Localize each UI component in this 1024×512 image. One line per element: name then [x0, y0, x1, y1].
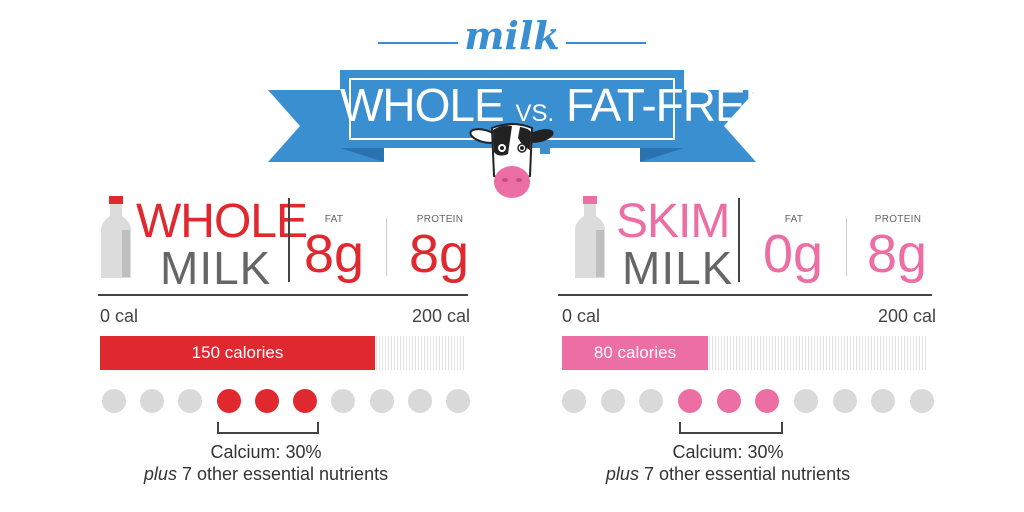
panel-word-1: SKIM: [616, 195, 730, 248]
axis-max-label: 200 cal: [878, 306, 937, 326]
protein-value: 8g: [408, 224, 470, 284]
nutrient-dot: [370, 389, 394, 413]
panel-word-2: MILK: [622, 242, 734, 294]
protein-label: PROTEIN: [874, 214, 922, 225]
nutrient-dot: [678, 389, 702, 413]
banner-word-vs: VS.: [515, 100, 555, 127]
cow-ear-right: [526, 129, 554, 143]
banner-title: WHOLE VS. FAT-FREE: [340, 79, 775, 139]
protein-value: 8g: [866, 224, 928, 284]
nutrients-rest: 7 other essential nutrients: [638, 464, 851, 484]
nutrient-dot: [794, 389, 818, 413]
nutrients-note: plus 7 other essential nutrients: [116, 464, 416, 485]
nutrient-dot: [217, 389, 241, 413]
fat-value: 0g: [762, 224, 824, 284]
nutrient-dots: [102, 388, 470, 414]
nutrient-dot: [331, 389, 355, 413]
nutrients-note: plus 7 other essential nutrients: [578, 464, 878, 485]
divider-2: [846, 218, 847, 276]
axis-min-label: 0 cal: [562, 306, 601, 326]
nutrient-dot: [717, 389, 741, 413]
nutrient-dot: [639, 389, 663, 413]
calcium-text: Calcium: 30%: [210, 442, 322, 462]
calorie-bar-label: 150 calories: [191, 343, 284, 362]
fat-label: FAT: [324, 214, 344, 225]
nutrient-dot: [910, 389, 934, 413]
plus-word: plus: [143, 464, 177, 484]
calorie-bar-fill: [562, 336, 708, 370]
banner-fold-left: [340, 148, 384, 162]
separator-line: [558, 294, 932, 296]
calorie-bar-track: 150 calories: [100, 336, 466, 370]
calorie-bar-label: 80 calories: [593, 343, 677, 362]
banner-word-fatfree: FAT-FREE: [565, 79, 775, 131]
cow-spot-left: [493, 125, 512, 156]
nutrient-dot: [408, 389, 432, 413]
protein-label: PROTEIN: [416, 214, 464, 225]
nutrient-dot: [178, 389, 202, 413]
nutrient-dot: [255, 389, 279, 413]
nutrient-dot: [562, 389, 586, 413]
nutrient-dot: [102, 389, 126, 413]
fat-value: 8g: [303, 224, 365, 284]
title-rule-right: [566, 42, 646, 44]
fat-label: FAT: [784, 214, 804, 225]
panel-word-2: MILK: [160, 242, 272, 294]
nutrient-dot: [755, 389, 779, 413]
cow-head-illustration: [469, 123, 554, 198]
cow-tag: [540, 142, 550, 154]
cow-spot-right: [518, 127, 531, 150]
nutrient-bracket: [679, 422, 783, 434]
cow-snout: [494, 166, 530, 198]
nutrient-bracket: [217, 422, 319, 434]
panel-word-1: WHOLE: [136, 195, 308, 248]
nutrient-dot: [833, 389, 857, 413]
banner-word-whole: WHOLE: [340, 79, 505, 131]
separator-line: [98, 294, 468, 296]
calcium-text: Calcium: 30%: [672, 442, 784, 462]
axis-min-label: 0 cal: [100, 306, 139, 326]
milk-title: milk: [464, 13, 560, 58]
milk-bottle-icon: [575, 196, 605, 278]
divider-1: [738, 198, 740, 282]
axis-max-label: 200 cal: [412, 306, 471, 326]
nutrient-dot: [446, 389, 470, 413]
panel-whole: WHOLE MILK FAT 8g PROTEIN 8g 0 cal 200 c…: [98, 195, 471, 485]
plus-word: plus: [605, 464, 639, 484]
nutrient-dot: [601, 389, 625, 413]
calorie-bar-track: 80 calories: [562, 336, 928, 370]
banner-fold-right: [640, 148, 684, 162]
nutrient-dot: [293, 389, 317, 413]
nutrient-dot: [871, 389, 895, 413]
calorie-bar-fill: [100, 336, 375, 370]
divider-2: [386, 218, 387, 276]
milk-bottle-icon: [101, 196, 131, 278]
title-rule-left: [378, 42, 458, 44]
divider-1: [288, 198, 290, 282]
nutrient-dots: [562, 388, 934, 414]
nutrient-dot: [140, 389, 164, 413]
nutrients-rest: 7 other essential nutrients: [176, 464, 389, 484]
